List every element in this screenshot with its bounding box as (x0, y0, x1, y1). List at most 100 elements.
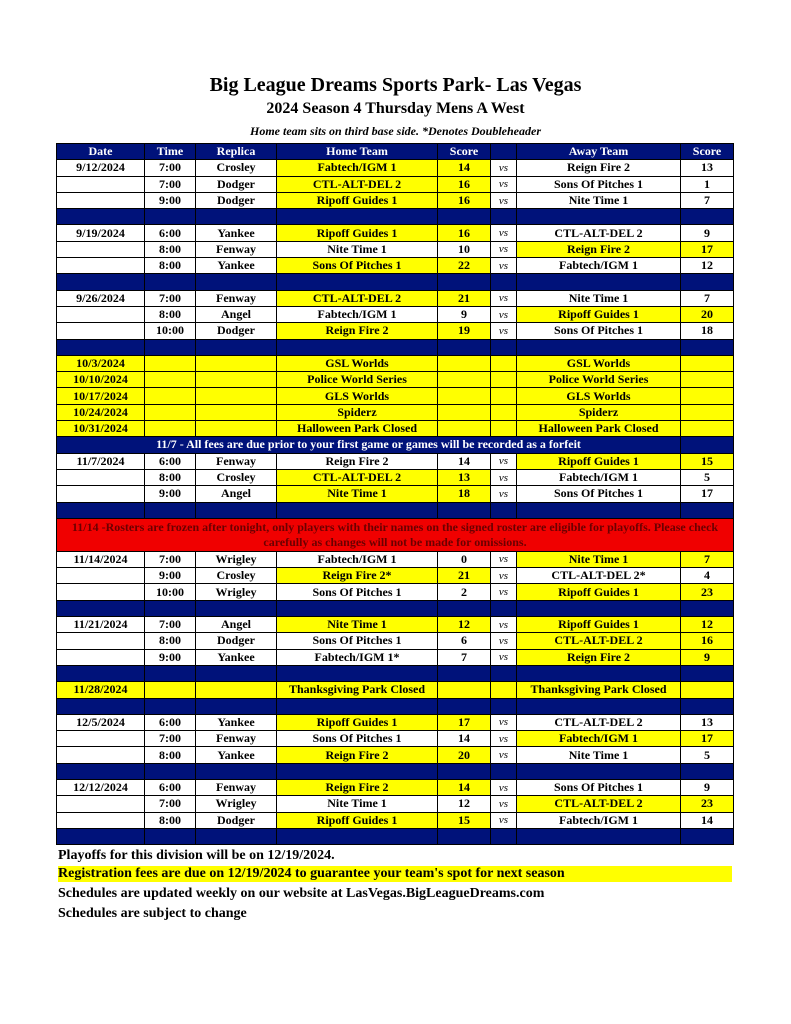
separator-cell (276, 664, 438, 683)
away-team-cell: Ripoff Guides 1 (516, 616, 681, 634)
separator-cell (437, 208, 491, 226)
home-event-cell: Halloween Park Closed (276, 420, 438, 438)
separator-cell (490, 501, 517, 519)
home-event-cell: Spiderz (276, 403, 438, 422)
vs-cell: vs (490, 713, 517, 732)
home-team-note: Home team sits on third base side. *Deno… (250, 124, 541, 138)
date-cell: 9/26/2024 (56, 289, 145, 307)
separator-cell (516, 273, 681, 291)
game-row: 11/14/2024 7:00 Wrigley Fabtech/IGM 1 0 vs Nit… (56, 550, 734, 569)
separator-cell (195, 338, 277, 356)
home-score-cell: 14 (437, 730, 491, 748)
home-team-cell: Reign Fire 2 (276, 746, 438, 764)
vs-cell: vs (490, 811, 517, 829)
vs-cell (490, 387, 517, 405)
date-cell: 11/14/2024 (56, 550, 145, 569)
separator-cell (144, 599, 196, 618)
vs-cell: vs (490, 240, 517, 259)
replica-cell: Wrigley (195, 550, 277, 569)
away-team-cell: Reign Fire 2 (516, 159, 681, 177)
footer-playoffs: Playoffs for this division will be on 12… (58, 848, 335, 863)
date-cell (56, 322, 145, 340)
separator-cell (56, 208, 145, 226)
col-date: Date (56, 142, 145, 161)
time-cell: 7:00 (144, 159, 196, 177)
vs-cell (490, 354, 517, 373)
away-event-cell: Halloween Park Closed (516, 420, 681, 438)
home-event-cell: GSL Worlds (276, 354, 438, 373)
time-cell: 7:00 (144, 616, 196, 634)
date-cell: 12/5/2024 (56, 713, 145, 732)
date-cell (56, 175, 145, 193)
home-score-cell: 16 (437, 191, 491, 210)
home-score-cell (437, 371, 491, 389)
replica-cell: Yankee (195, 746, 277, 764)
event-row: 10/3/2024 GSL Worlds GSL Worlds (56, 354, 734, 373)
replica-cell: Crosley (195, 567, 277, 585)
date-cell (56, 648, 145, 666)
separator-cell (56, 762, 145, 780)
time-cell: 7:00 (144, 795, 196, 813)
replica-cell: Yankee (195, 648, 277, 666)
separator-cell (490, 697, 517, 715)
home-score-cell: 2 (437, 583, 491, 601)
time-cell: 8:00 (144, 257, 196, 275)
game-row: 8:00 Angel Fabtech/IGM 1 9 vs Ripoff Guides 1… (56, 305, 734, 324)
home-score-cell (437, 420, 491, 438)
date-cell (56, 567, 145, 585)
away-score-cell: 7 (680, 191, 734, 210)
separator-cell (680, 273, 734, 291)
replica-cell: Crosley (195, 159, 277, 177)
away-score-cell: 9 (680, 648, 734, 666)
separator-cell (276, 762, 438, 780)
replica-cell: Crosley (195, 468, 277, 487)
away-team-cell: Fabtech/IGM 1 (516, 811, 681, 829)
away-event-cell: Spiderz (516, 403, 681, 422)
separator-cell (437, 697, 491, 715)
separator-cell (680, 697, 734, 715)
separator-cell (516, 762, 681, 780)
date-cell: 9/12/2024 (56, 159, 145, 177)
event-row: 10/10/2024 Police World Series Police Worl… (56, 371, 734, 389)
replica-cell: Yankee (195, 257, 277, 275)
separator-cell (144, 208, 196, 226)
separator-row (56, 762, 734, 780)
home-score-cell: 22 (437, 257, 491, 275)
event-row: 10/17/2024 GLS Worlds GLS Worlds (56, 387, 734, 405)
separator-cell (437, 762, 491, 780)
vs-cell (490, 420, 517, 438)
col-home-score: Score (437, 142, 491, 161)
separator-cell (56, 664, 145, 683)
game-row: 8:00 Dodger Ripoff Guides 1 15 vs Fabtech/IGM… (56, 811, 734, 829)
date-cell (56, 191, 145, 210)
vs-cell (490, 681, 517, 699)
separator-cell (490, 599, 517, 618)
separator-cell (680, 436, 734, 454)
col-replica: Replica (195, 142, 277, 161)
separator-cell (56, 338, 145, 356)
time-cell: 10:00 (144, 322, 196, 340)
separator-cell (490, 762, 517, 780)
separator-cell (276, 697, 438, 715)
date-cell: 10/17/2024 (56, 387, 145, 405)
separator-row (56, 501, 734, 519)
home-score-cell: 14 (437, 452, 491, 470)
time-cell: 9:00 (144, 567, 196, 585)
separator-cell (56, 599, 145, 618)
separator-cell (195, 273, 277, 291)
date-cell: 10/3/2024 (56, 354, 145, 373)
separator-cell (437, 338, 491, 356)
replica-cell: Dodger (195, 632, 277, 650)
page-title: Big League Dreams Sports Park- Las Vegas (209, 74, 582, 96)
time-cell (144, 681, 196, 699)
time-cell: 7:00 (144, 175, 196, 193)
vs-cell: vs (490, 795, 517, 813)
separator-cell (680, 827, 734, 846)
separator-cell (195, 827, 277, 846)
vs-cell (490, 403, 517, 422)
date-cell (56, 730, 145, 748)
away-team-cell: Nite Time 1 (516, 550, 681, 569)
home-score-cell: 9 (437, 305, 491, 324)
home-team-cell: CTL-ALT-DEL 2 (276, 175, 438, 193)
